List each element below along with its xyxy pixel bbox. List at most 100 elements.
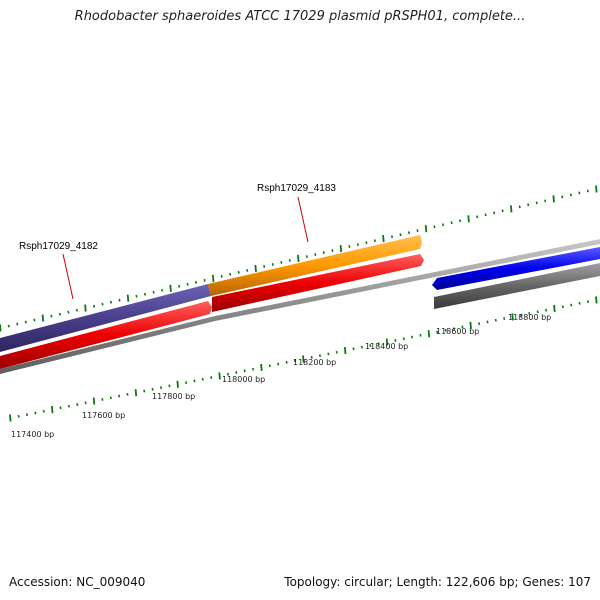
outer-tick xyxy=(143,292,147,296)
gene-gray[interactable] xyxy=(434,263,600,309)
outer-tick xyxy=(135,294,138,298)
inner-tick xyxy=(101,398,104,401)
inner-tick xyxy=(67,404,70,408)
inner-tick xyxy=(469,321,472,329)
outer-tick xyxy=(24,320,27,324)
outer-tick xyxy=(527,203,530,207)
scale-label-118400: 118400 bp xyxy=(365,342,408,351)
outer-tick xyxy=(467,215,470,223)
outer-tick xyxy=(220,274,223,278)
inner-tick xyxy=(176,380,179,388)
outer-tick xyxy=(433,225,436,229)
outer-tick xyxy=(339,245,343,253)
outer-tick xyxy=(314,253,317,256)
outer-tick xyxy=(246,269,249,272)
inner-tick xyxy=(25,413,29,417)
inner-tick xyxy=(218,372,221,380)
outer-tick xyxy=(229,272,232,276)
gene-rsph17029-4183[interactable] xyxy=(208,235,422,296)
scale-label-117800: 117800 bp xyxy=(152,392,195,401)
scale-label-118000: 118000 bp xyxy=(222,375,265,384)
outer-tick xyxy=(16,322,19,326)
gene-rsph17029-4182[interactable] xyxy=(0,284,211,352)
inner-tick xyxy=(9,414,12,422)
inner-tick xyxy=(436,330,439,334)
outer-tick xyxy=(501,209,504,213)
inner-tick xyxy=(268,364,271,368)
inner-tick xyxy=(536,310,539,314)
outer-tick xyxy=(552,195,555,203)
inner-tick xyxy=(545,308,548,312)
outer-tick xyxy=(0,324,2,332)
outer-tick xyxy=(484,213,487,217)
inner-tick xyxy=(344,347,347,355)
inner-tick xyxy=(302,355,305,363)
outer-tick xyxy=(7,324,10,328)
inner-tick xyxy=(586,300,589,304)
outer-tick xyxy=(169,284,172,292)
outer-tick xyxy=(586,189,589,193)
outer-tick xyxy=(544,199,547,203)
gene-label-4182: Rsph17029_4182 xyxy=(19,241,98,252)
scale-label-117600: 117600 bp xyxy=(82,411,125,420)
outer-tick xyxy=(518,205,521,209)
inner-tick xyxy=(277,362,280,366)
outer-tick xyxy=(161,288,164,292)
inner-tick xyxy=(511,313,514,321)
inner-tick xyxy=(503,317,506,320)
outer-tick xyxy=(331,249,334,252)
scale-label-118600: 118600 bp xyxy=(436,327,479,336)
outer-tick xyxy=(561,195,564,199)
outer-tick xyxy=(476,215,479,219)
inner-tick xyxy=(486,320,489,324)
inner-tick xyxy=(17,414,20,418)
outer-tick xyxy=(92,304,96,308)
accession-text: Accession: NC_009040 xyxy=(9,575,146,589)
inner-tick xyxy=(151,387,154,391)
scale-label-117400: 117400 bp xyxy=(11,430,54,439)
inner-tick xyxy=(318,354,322,358)
outer-tick xyxy=(152,290,155,294)
outer-tick xyxy=(195,280,198,284)
inner-tick xyxy=(243,369,246,373)
outer-tick xyxy=(109,300,113,304)
inner-tick xyxy=(570,303,573,307)
inner-tick xyxy=(461,325,464,329)
gene-blue[interactable] xyxy=(432,247,600,290)
outer-tick xyxy=(297,254,300,263)
inner-tick xyxy=(51,406,54,414)
outer-tick xyxy=(416,229,419,233)
outer-tick xyxy=(33,318,36,322)
inner-tick xyxy=(235,371,238,374)
outer-tick xyxy=(407,231,411,235)
outer-tick xyxy=(535,201,538,205)
outer-tick xyxy=(424,225,428,233)
inner-tick xyxy=(42,409,45,413)
gene-red-left[interactable] xyxy=(0,301,212,369)
outer-tick xyxy=(271,263,274,266)
outer-tick xyxy=(101,302,104,306)
inner-tick xyxy=(427,330,431,338)
outer-tick xyxy=(280,261,283,264)
gene-red-right[interactable] xyxy=(212,254,424,312)
outer-tick xyxy=(390,235,394,239)
outer-tick xyxy=(348,245,351,248)
inner-tick xyxy=(193,379,196,383)
outer-tick xyxy=(493,211,496,215)
inner-tick xyxy=(118,394,121,398)
inner-tick xyxy=(335,350,338,354)
outer-tick xyxy=(75,308,78,312)
inner-tick xyxy=(360,345,363,349)
outer-tick xyxy=(305,255,308,258)
inner-tick-row xyxy=(9,296,598,422)
outer-tick xyxy=(254,264,257,272)
inner-tick xyxy=(444,328,447,332)
outer-tick xyxy=(365,241,368,245)
outer-tick xyxy=(356,243,359,247)
outer-tick xyxy=(578,191,581,195)
outer-tick xyxy=(382,235,385,243)
outer-tick-row xyxy=(0,185,598,332)
inner-tick xyxy=(168,384,171,388)
inner-tick xyxy=(185,381,188,385)
